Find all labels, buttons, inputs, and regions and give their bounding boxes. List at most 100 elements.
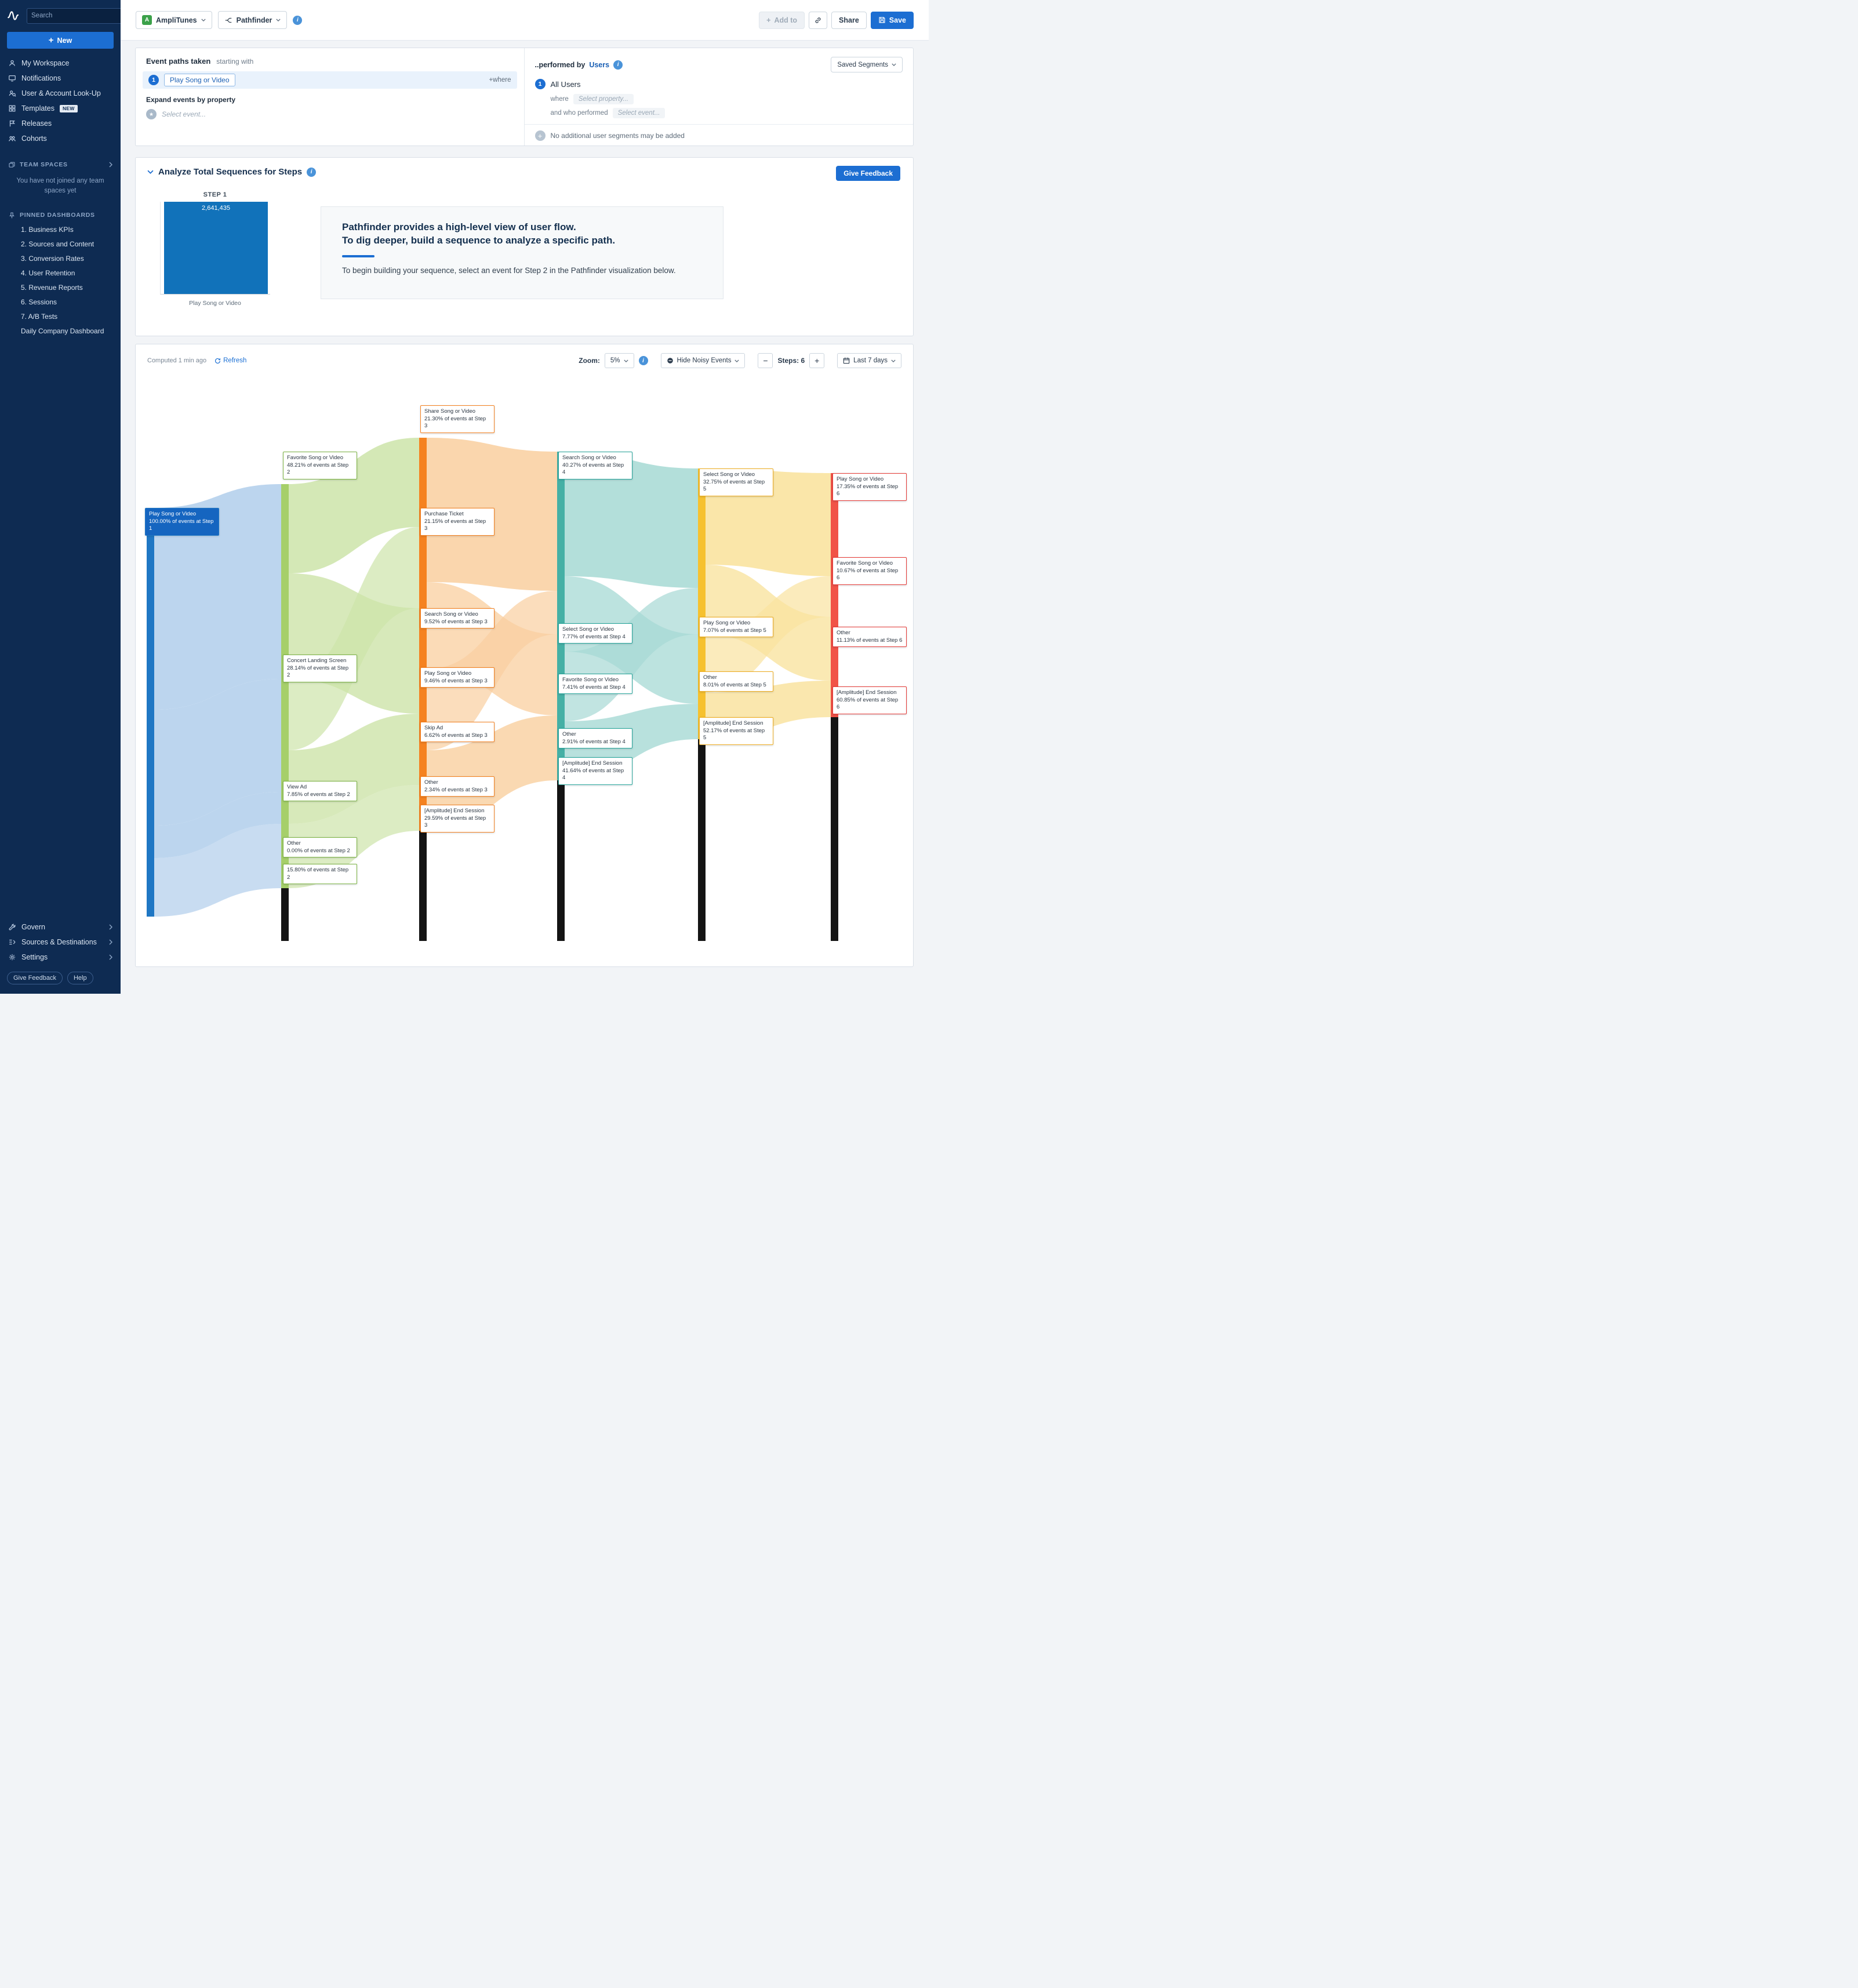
sankey-node-bar[interactable] bbox=[557, 452, 565, 780]
sankey-node-label[interactable]: Other 2.34% of events at Step 3 bbox=[420, 776, 495, 797]
sankey-node-bar[interactable] bbox=[557, 780, 565, 941]
sidebar-item-settings[interactable]: Settings bbox=[0, 950, 121, 965]
sidebar-dashboard-business-kpis[interactable]: 1. Business KPIs bbox=[21, 225, 74, 234]
hide-noisy-events-button[interactable]: Hide Noisy Events bbox=[660, 353, 746, 368]
sankey-node-label[interactable]: Play Song or Video 100.00% of events at S… bbox=[145, 508, 219, 536]
project-switcher[interactable]: A AmpliTunes bbox=[136, 11, 212, 29]
sankey-node-label[interactable]: [Amplitude] End Session 60.85% of events … bbox=[832, 686, 907, 714]
event-chip-play-song-or-video[interactable]: Play Song or Video bbox=[164, 74, 235, 86]
sankey-node-label[interactable]: View Ad 7.85% of events at Step 2 bbox=[283, 781, 357, 802]
sankey-node-bar[interactable] bbox=[831, 717, 838, 941]
sidebar-item-my-workspace[interactable]: My Workspace bbox=[0, 56, 121, 71]
view-switcher[interactable]: Pathfinder bbox=[217, 11, 288, 29]
sankey-flow[interactable] bbox=[154, 824, 281, 917]
sankey-node-label[interactable]: Other 11.13% of events at Step 6 bbox=[832, 627, 907, 648]
event-select-input[interactable]: Select event... bbox=[162, 110, 206, 118]
sankey-node-label[interactable]: Other 8.01% of events at Step 5 bbox=[699, 671, 773, 692]
info-icon[interactable]: i bbox=[613, 60, 623, 70]
sankey-node-label[interactable]: Favorite Song or Video 48.21% of events a… bbox=[283, 452, 357, 479]
info-icon[interactable]: i bbox=[638, 356, 648, 365]
sankey-node-label[interactable]: Play Song or Video 7.07% of events at Ste… bbox=[699, 617, 773, 638]
sankey-node-label[interactable]: Play Song or Video 17.35% of events at St… bbox=[832, 473, 907, 501]
sankey-node-bar[interactable] bbox=[281, 888, 289, 941]
sankey-node-label[interactable]: Favorite Song or Video 7.41% of events at… bbox=[558, 674, 632, 695]
sankey-node-label[interactable]: Concert Landing Screen 28.14% of events a… bbox=[283, 655, 357, 682]
give-feedback-button[interactable]: Give Feedback bbox=[836, 166, 900, 181]
sankey-node-label[interactable]: [Amplitude] End Session 41.64% of events … bbox=[558, 757, 632, 785]
sankey-node-label[interactable]: Play Song or Video 9.46% of events at Ste… bbox=[420, 667, 495, 688]
sankey-node-label[interactable]: Other 0.00% of events at Step 2 bbox=[283, 837, 357, 858]
sidebar-dashboard-daily-company[interactable]: Daily Company Dashboard bbox=[21, 326, 104, 335]
sidebar-item-govern[interactable]: Govern bbox=[0, 920, 121, 935]
sankey-node-label[interactable]: [Amplitude] End Session 29.59% of events … bbox=[420, 805, 495, 833]
users-selector[interactable]: Users bbox=[589, 60, 610, 69]
info-icon[interactable]: i bbox=[307, 167, 317, 177]
sankey-node-label[interactable]: Purchase Ticket 21.15% of events at Step … bbox=[420, 508, 495, 536]
sidebar-feedback-button[interactable]: Give Feedback bbox=[7, 972, 63, 984]
chevron-right-icon[interactable] bbox=[109, 162, 112, 168]
sankey-node-label[interactable]: Search Song or Video 9.52% of events at S… bbox=[420, 608, 495, 629]
search-input[interactable] bbox=[31, 12, 121, 19]
sidebar-item-releases[interactable]: Releases bbox=[0, 116, 121, 131]
select-property-input[interactable]: Select property... bbox=[573, 94, 634, 104]
sankey-node-label[interactable]: Share Song or Video 21.30% of events at S… bbox=[420, 405, 495, 433]
zoom-select[interactable]: 5% bbox=[604, 353, 634, 368]
sankey-node-label[interactable]: [Amplitude] End Session 52.17% of events … bbox=[699, 717, 773, 745]
sidebar-item-user-account-lookup[interactable]: User & Account Look-Up bbox=[0, 86, 121, 101]
date-range-button[interactable]: Last 7 days bbox=[837, 353, 901, 368]
sidebar-dashboard-conversion-rates[interactable]: 3. Conversion Rates bbox=[21, 254, 84, 263]
add-where-button[interactable]: +where bbox=[489, 77, 511, 83]
sidebar-search[interactable] bbox=[27, 8, 121, 24]
collapse-chevron-icon[interactable] bbox=[147, 170, 154, 174]
help-button[interactable]: Help bbox=[67, 972, 93, 984]
sankey-node-bar[interactable] bbox=[419, 438, 427, 831]
new-button[interactable]: + New bbox=[7, 32, 114, 49]
amplitude-logo[interactable] bbox=[6, 8, 22, 24]
sidebar-dashboard-user-retention[interactable]: 4. User Retention bbox=[21, 268, 75, 277]
refresh-button[interactable]: Refresh bbox=[214, 357, 246, 364]
sankey-flow[interactable] bbox=[154, 484, 281, 710]
sankey-node-bar[interactable] bbox=[147, 508, 154, 917]
all-users-label[interactable]: All Users bbox=[550, 79, 581, 89]
team-spaces-header[interactable]: TEAM SPACES bbox=[0, 158, 121, 172]
sankey-node-label[interactable]: Skip Ad 6.62% of events at Step 3 bbox=[420, 722, 495, 743]
saved-segments-button[interactable]: Saved Segments bbox=[831, 57, 903, 72]
sankey-node-bar[interactable] bbox=[281, 484, 289, 888]
increase-steps-button[interactable]: + bbox=[809, 353, 825, 368]
sidebar-dashboard-sources-content[interactable]: 2. Sources and Content bbox=[21, 239, 94, 248]
sidebar-dashboard-ab-tests[interactable]: 7. A/B Tests bbox=[21, 312, 58, 321]
copy-link-button[interactable] bbox=[809, 11, 828, 29]
sankey-node-label[interactable]: Select Song or Video 7.77% of events at S… bbox=[558, 623, 632, 644]
save-button[interactable]: Save bbox=[870, 11, 914, 29]
info-icon[interactable]: i bbox=[293, 15, 303, 25]
sankey-node-bar[interactable] bbox=[831, 473, 838, 717]
add-to-button[interactable]: + Add to bbox=[759, 11, 805, 29]
sankey-flow[interactable] bbox=[289, 527, 419, 750]
sankey-flow[interactable] bbox=[427, 715, 557, 831]
sankey-node-bar[interactable] bbox=[698, 739, 706, 941]
sankey-node-label[interactable]: Select Song or Video 32.75% of events at … bbox=[699, 468, 773, 496]
sankey-flow[interactable] bbox=[154, 792, 281, 858]
decrease-steps-button[interactable]: − bbox=[758, 353, 773, 368]
sankey-node-label[interactable]: Other 2.91% of events at Step 4 bbox=[558, 728, 632, 749]
sankey-flow[interactable] bbox=[565, 452, 698, 588]
step1-bar[interactable]: 2,641,435 bbox=[164, 202, 268, 294]
sidebar-item-templates[interactable]: Templates NEW bbox=[0, 101, 121, 116]
sankey-flow[interactable] bbox=[289, 785, 419, 888]
sidebar-dashboard-revenue-reports[interactable]: 5. Revenue Reports bbox=[21, 283, 83, 292]
sidebar-item-notifications[interactable]: Notifications bbox=[0, 71, 121, 86]
sankey-node-label[interactable]: 15.80% of events at Step 2 bbox=[283, 864, 357, 885]
step1-event-row: 1 Play Song or Video +where bbox=[143, 71, 517, 89]
sidebar-item-sources-destinations[interactable]: Sources & Destinations bbox=[0, 935, 121, 950]
sidebar-item-cohorts[interactable]: Cohorts bbox=[0, 131, 121, 146]
sankey-node-label[interactable]: Favorite Song or Video 10.67% of events a… bbox=[832, 557, 907, 585]
sankey-node-bar[interactable] bbox=[698, 468, 706, 739]
sankey-node-bar[interactable] bbox=[419, 831, 427, 941]
sidebar-dashboard-sessions[interactable]: 6. Sessions bbox=[21, 297, 57, 306]
star-icon[interactable]: ★ bbox=[146, 109, 157, 119]
share-button[interactable]: Share bbox=[831, 11, 867, 29]
sankey-node-label[interactable]: Search Song or Video 40.27% of events at … bbox=[558, 452, 632, 479]
sankey-flow[interactable] bbox=[154, 679, 281, 826]
select-event-input[interactable]: Select event... bbox=[612, 108, 666, 118]
sankey-flow[interactable] bbox=[289, 438, 419, 573]
